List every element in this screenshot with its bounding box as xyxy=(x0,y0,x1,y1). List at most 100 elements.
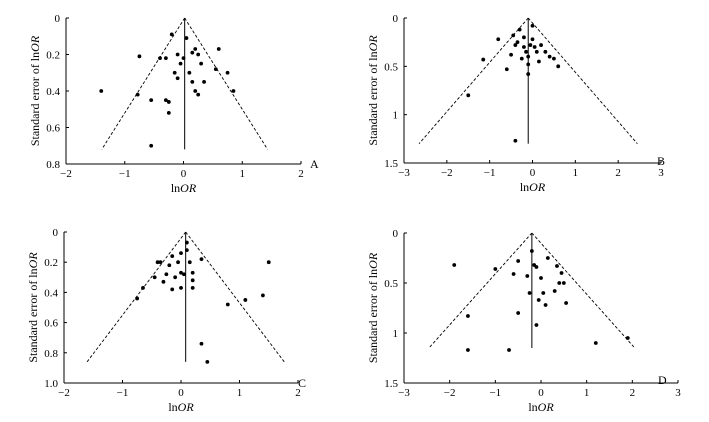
x-tick-label: 0 xyxy=(181,168,187,180)
study-point xyxy=(543,303,548,307)
study-point xyxy=(231,89,236,93)
x-axis-title: lnOR xyxy=(171,181,197,195)
study-point xyxy=(170,254,175,259)
study-point xyxy=(190,285,195,290)
study-point xyxy=(593,341,598,345)
x-tick-label: 1 xyxy=(240,168,246,180)
x-axis-title: lnOR xyxy=(528,400,554,414)
study-point xyxy=(516,259,521,263)
funnel-panel-c: −2 −1 0 1 2 0 0.2 0.4 0.6 0.8 1.0 lnOR Standard erro… xyxy=(26,227,306,414)
study-point xyxy=(196,52,201,57)
study-point xyxy=(552,289,557,293)
study-point xyxy=(135,92,140,97)
study-point xyxy=(539,276,543,280)
y-tick-label: 0.5 xyxy=(384,278,398,290)
y-tick-label: 1.5 xyxy=(384,378,398,390)
y-tick-label: 1 xyxy=(393,328,399,340)
study-point xyxy=(511,33,516,38)
y-tick-label: 0.5 xyxy=(384,61,398,73)
study-point xyxy=(513,43,518,47)
x-tick-label: 0 xyxy=(538,387,544,399)
study-point xyxy=(466,93,471,98)
study-point xyxy=(173,275,178,280)
study-point xyxy=(225,70,230,75)
study-point xyxy=(179,270,183,275)
y-tick-label: 0 xyxy=(53,227,59,239)
panel-label: A xyxy=(310,157,319,171)
study-point xyxy=(178,61,183,66)
study-point xyxy=(187,260,192,265)
study-point xyxy=(190,79,195,84)
study-point xyxy=(526,72,531,76)
panel-label: C xyxy=(298,376,306,390)
study-point xyxy=(193,47,198,51)
y-tick-label: 0 xyxy=(393,228,399,240)
study-point xyxy=(493,267,498,271)
funnel-panel-b: −3 −2 −1 0 1 2 3 0 0.5 1 1.5 lnOR Standard error of … xyxy=(366,13,665,194)
study-point xyxy=(163,56,168,61)
study-point xyxy=(496,37,501,42)
y-tick-label: 1 xyxy=(393,110,399,122)
study-point xyxy=(524,49,528,54)
study-point xyxy=(530,37,535,42)
study-point xyxy=(163,98,168,103)
y-tick-label: 0.2 xyxy=(46,50,60,62)
study-point xyxy=(541,291,546,295)
study-point xyxy=(556,64,561,69)
x-tick-label: −1 xyxy=(484,167,496,179)
study-point xyxy=(536,298,541,302)
study-point xyxy=(169,32,174,37)
study-point xyxy=(193,89,198,93)
study-point xyxy=(526,62,531,67)
study-point xyxy=(452,263,457,267)
study-point xyxy=(202,79,206,84)
study-point xyxy=(179,251,183,256)
study-point xyxy=(149,143,154,148)
x-tick-label: 0 xyxy=(530,167,536,179)
study-point xyxy=(161,279,166,284)
x-tick-label: −3 xyxy=(398,387,410,399)
y-tick-label: 0 xyxy=(393,13,399,25)
study-point xyxy=(625,336,630,340)
x-tick-label: 1 xyxy=(584,387,590,399)
y-tick-label: 0 xyxy=(55,13,61,25)
funnel-right-limit xyxy=(527,17,638,144)
study-point xyxy=(557,281,562,285)
study-point xyxy=(166,100,171,104)
funnel-right-limit xyxy=(184,17,268,150)
study-point xyxy=(266,260,271,265)
study-point xyxy=(167,263,172,268)
funnel-right-limit xyxy=(185,231,285,363)
study-point xyxy=(213,67,218,71)
study-point xyxy=(519,56,524,61)
study-point xyxy=(530,23,535,28)
panel-label: D xyxy=(658,373,667,387)
study-point xyxy=(522,35,526,40)
study-point xyxy=(190,278,195,283)
study-point xyxy=(175,76,180,81)
funnel-panel-a: −2 −1 0 1 2 0 0.2 0.4 0.6 0.8 lnOR Standard error o… xyxy=(28,13,319,195)
study-point xyxy=(190,50,195,55)
study-point xyxy=(481,57,486,62)
study-point xyxy=(149,98,154,103)
funnel-left-limit xyxy=(418,17,529,144)
study-point xyxy=(158,260,163,265)
study-point xyxy=(555,264,559,268)
study-point xyxy=(513,138,518,143)
funnel-panel-d: −3 −2 −1 0 1 2 3 0 0.5 1 1.5 lnOR Standard error of … xyxy=(366,228,681,414)
study-point xyxy=(158,56,162,61)
study-point xyxy=(534,265,539,269)
study-point xyxy=(225,302,230,307)
y-tick-label: 0.6 xyxy=(44,318,58,330)
study-point xyxy=(532,45,537,49)
y-tick-label: 0.4 xyxy=(46,86,60,98)
study-point xyxy=(509,52,513,57)
x-axis-title: lnOR xyxy=(520,180,546,194)
x-tick-label: 2 xyxy=(298,168,304,180)
study-point xyxy=(525,274,530,278)
study-point xyxy=(559,271,564,275)
study-point xyxy=(187,70,192,75)
x-tick-label: 2 xyxy=(615,167,621,179)
y-tick-label: 1.5 xyxy=(384,158,398,170)
x-tick-label: 1 xyxy=(237,387,243,399)
